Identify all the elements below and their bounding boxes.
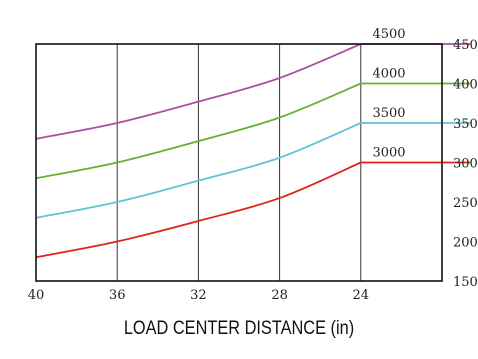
x-tick-label: 36 xyxy=(109,288,126,303)
x-tick-label: 32 xyxy=(190,288,207,303)
series-lines xyxy=(35,43,470,259)
series-line-4000 xyxy=(35,82,470,180)
y-tick-label: 3000 xyxy=(453,157,478,172)
series-label-3500: 3500 xyxy=(372,106,405,121)
x-axis-title: LOAD CENTER DISTANCE (in) xyxy=(123,318,355,339)
y-tick-label: 2500 xyxy=(453,196,478,211)
y-tick-label: 4000 xyxy=(453,78,478,93)
series-label-4000: 4000 xyxy=(372,67,405,82)
x-tick-label: 40 xyxy=(28,288,45,303)
series-line-4500 xyxy=(35,43,470,140)
series-label-4500: 4500 xyxy=(372,27,405,42)
grid xyxy=(116,44,362,281)
series-line-3500 xyxy=(35,122,470,219)
y-tick-label: 2000 xyxy=(453,236,478,251)
y-tick-label: 1500 xyxy=(453,275,478,290)
x-tick-label: 24 xyxy=(353,288,370,303)
x-tick-label: 28 xyxy=(271,288,288,303)
labels: 40 36 32 28 24 1500 2000 2500 3000 3500 4000 4500 30… xyxy=(28,27,478,303)
plot-frame xyxy=(35,43,443,282)
y-tick-label: 4500 xyxy=(453,38,478,53)
series-line-3000 xyxy=(35,161,470,259)
y-tick-label: 3500 xyxy=(453,117,478,132)
series-label-3000: 3000 xyxy=(372,146,405,161)
